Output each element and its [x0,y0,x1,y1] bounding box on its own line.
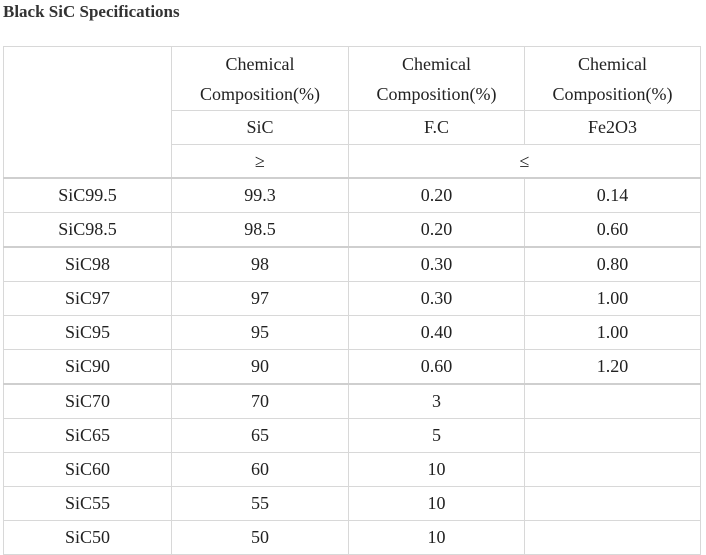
inequality-row: ≥ ≤ [4,144,701,179]
grade-cell: SiC98 [3,246,172,282]
table-row: SiC55 55 10 [3,486,701,521]
header-composition-label: Composition(%) [200,83,320,104]
fc-value: 0.60 [348,349,525,385]
grade-header-cell [3,46,172,179]
fe2o3-value: 0.60 [524,212,701,248]
sic-value: 99.3 [171,177,349,213]
fc-value: 0.30 [348,246,525,282]
sic-value: 70 [171,383,349,419]
fe2o3-value [524,452,701,487]
table-row: SiC98.5 98.5 0.20 0.60 [3,212,701,248]
header-composition-label: Composition(%) [552,83,673,104]
component-fc: F.C [348,110,525,145]
sic-value: 90 [171,349,349,385]
table-row: SiC98 98 0.30 0.80 [3,246,701,282]
grade-cell: SiC90 [3,349,172,385]
table-row: SiC99.5 99.3 0.20 0.14 [3,177,701,213]
table-row: SiC90 90 0.60 1.20 [3,349,701,385]
fe2o3-value: 1.20 [524,349,701,385]
fe2o3-value: 1.00 [524,315,701,350]
grade-cell: SiC97 [3,281,172,316]
fe2o3-value [524,418,701,453]
fc-value: 5 [348,418,525,453]
header-composition-label: Composition(%) [376,83,497,104]
fe2o3-value [524,383,701,419]
header-cell-sic: Chemical Composition(%) [171,46,349,111]
sic-value: 97 [171,281,349,316]
grade-cell: SiC50 [3,520,172,555]
grade-cell: SiC60 [3,452,172,487]
le-symbol: ≤ [348,144,701,179]
header-cell-fc: Chemical Composition(%) [348,46,525,111]
fe2o3-value [524,486,701,521]
fc-value: 10 [348,486,525,521]
fe2o3-value: 0.80 [524,246,701,282]
page-title: Black SiC Specifications [3,2,180,21]
fe2o3-value: 0.14 [524,177,701,213]
table-row: SiC65 65 5 [3,418,701,453]
grade-cell: SiC98.5 [3,212,172,248]
fc-value: 0.20 [348,212,525,248]
grade-cell: SiC95 [3,315,172,350]
fe2o3-value [524,520,701,555]
sic-value: 95 [171,315,349,350]
table-row: SiC97 97 0.30 1.00 [3,281,701,316]
sic-value: 65 [171,418,349,453]
grade-cell: SiC70 [3,383,172,419]
component-row: SiC F.C Fe2O3 [4,110,701,145]
sic-value: 98 [171,246,349,282]
fc-value: 10 [348,452,525,487]
fc-value: 10 [348,520,525,555]
header-row: Chemical Composition(%) Chemical Composi… [3,46,701,179]
grade-cell: SiC99.5 [3,177,172,213]
table-row: SiC50 50 10 [3,520,701,555]
ge-symbol: ≥ [171,144,349,179]
fc-value: 3 [348,383,525,419]
fc-value: 0.20 [348,177,525,213]
component-sic: SiC [171,110,349,145]
grade-cell: SiC55 [3,486,172,521]
sic-value: 55 [171,486,349,521]
sic-value: 60 [171,452,349,487]
sic-value: 98.5 [171,212,349,248]
header-cell-fe2o3: Chemical Composition(%) [524,46,701,111]
table-row: SiC70 70 3 [3,383,701,419]
fc-value: 0.30 [348,281,525,316]
specifications-table: Chemical Composition(%) Chemical Composi… [3,46,701,555]
fc-value: 0.40 [348,315,525,350]
grade-cell: SiC65 [3,418,172,453]
component-fe2o3: Fe2O3 [524,110,701,145]
sic-value: 50 [171,520,349,555]
fe2o3-value: 1.00 [524,281,701,316]
table-row: SiC95 95 0.40 1.00 [3,315,701,350]
table-row: SiC60 60 10 [3,452,701,487]
header-chemical-label: Chemical [578,53,647,74]
header-chemical-label: Chemical [402,53,471,74]
header-chemical-label: Chemical [225,53,295,74]
